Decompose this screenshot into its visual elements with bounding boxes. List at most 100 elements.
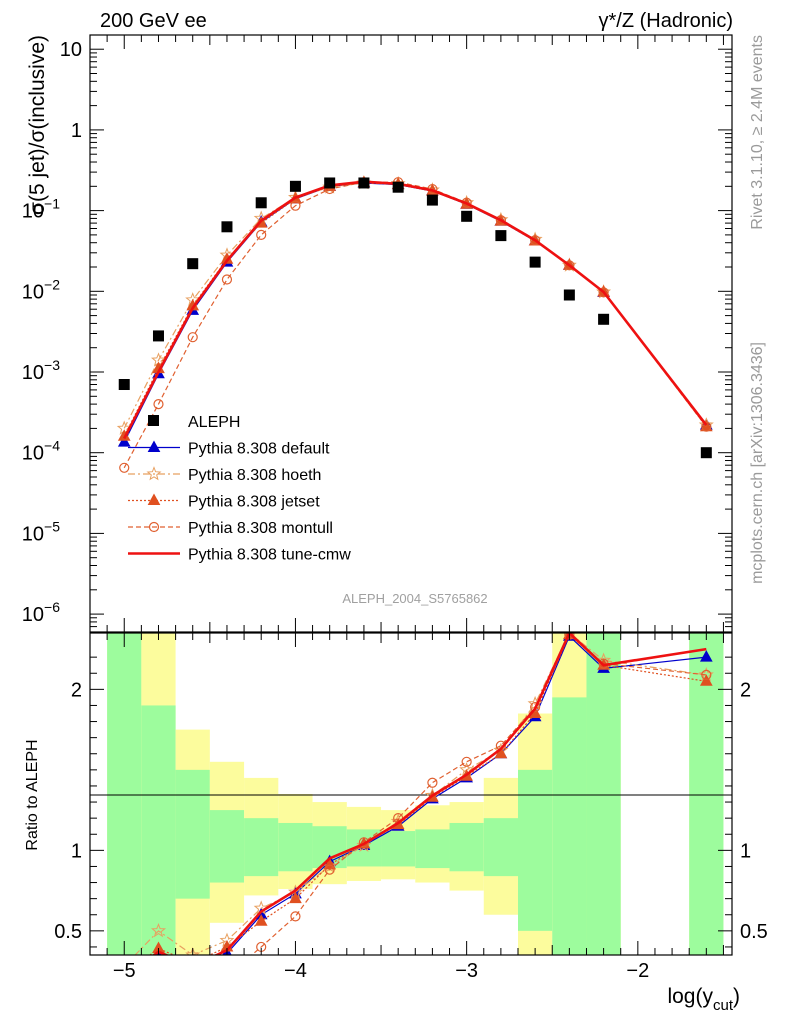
x-tick-label: −5 <box>113 960 136 982</box>
data-point <box>426 194 438 206</box>
montull-ratio-point <box>324 864 335 875</box>
x-tick-label: −2 <box>626 960 649 982</box>
default-ratio-point <box>699 650 713 662</box>
hoeth-ratio-point <box>185 947 201 955</box>
montull-point <box>598 287 609 298</box>
series-jetset <box>117 175 713 441</box>
data-point <box>187 258 199 270</box>
band-stat <box>449 822 484 872</box>
montull-point <box>256 229 267 240</box>
legend-label: Pythia 8.308 jetset <box>188 494 320 511</box>
band-stat <box>107 633 142 955</box>
data-point <box>289 180 301 192</box>
series-data <box>118 177 712 459</box>
watermark: ALEPH_2004_S5765862 <box>342 591 487 606</box>
y-tick-label: 10 <box>60 39 82 61</box>
y-tick-exponent: −4 <box>44 438 60 454</box>
x-axis-label-end: ) <box>733 985 740 1008</box>
ratio-frame <box>89 632 733 956</box>
data-point <box>495 230 507 242</box>
legend-item-data: ALEPH <box>148 414 240 431</box>
cmw-line <box>123 180 708 440</box>
montull-ratio-point <box>120 992 129 1001</box>
jetset-ratio-point <box>494 746 508 759</box>
montull-ratio-point <box>222 971 231 980</box>
band-stat <box>689 633 724 955</box>
y-tick-exponent: −6 <box>44 599 60 615</box>
default-ratio-point <box>187 962 198 972</box>
montull-point <box>290 200 301 211</box>
legend-marker-default <box>147 440 161 452</box>
jetset-ratio-point <box>187 957 198 967</box>
ratio-y-tick-label: 1 <box>71 840 82 862</box>
legend-marker-hoeth <box>146 466 162 481</box>
legend-marker-montull <box>148 521 160 533</box>
ratio-plot: 2 2 1 1 0.5 0.5 −5 −4 −3 −2 <box>54 632 768 1001</box>
montull-ratio-point <box>530 701 541 713</box>
band-stat <box>518 769 553 931</box>
y-tick-label: 10−6 <box>22 599 60 626</box>
montull-ratio-point <box>461 756 472 767</box>
band-stat <box>381 831 416 867</box>
band-stat <box>415 829 450 869</box>
legend-marker-jetset <box>147 493 161 505</box>
montull-ratio-point <box>188 988 197 997</box>
ratio-y-tick-label: 0.5 <box>54 921 82 943</box>
jetset-ratio-point <box>699 674 713 686</box>
data-point <box>598 313 610 325</box>
ratio-y-tick-label-right: 2 <box>740 679 751 701</box>
default-ratio-line <box>221 635 707 955</box>
header-left: 200 GeV ee <box>100 10 207 32</box>
x-axis-label-main: log(y <box>667 985 713 1008</box>
data-point <box>392 181 404 193</box>
jetset-ratio-point <box>289 891 302 904</box>
band-stat <box>483 818 518 877</box>
x-axis-label-sub: cut <box>713 997 734 1014</box>
series-cmw <box>123 180 708 440</box>
data-point <box>221 221 233 233</box>
data-point <box>118 379 130 391</box>
ratio-y-axis-label: Ratio to ALEPH <box>24 739 41 850</box>
main-y-axis-label: σ(5 jet)/σ(inclusive) <box>26 35 49 215</box>
cmw-ratio-line <box>152 633 707 955</box>
band-stat <box>586 633 621 955</box>
y-tick-label: 10−4 <box>22 438 60 465</box>
mcplots-label: mcplots.cern.ch [arXiv:1306.3436] <box>749 342 766 584</box>
y-tick-label: 1 <box>71 120 82 142</box>
montull-point <box>495 215 506 226</box>
band-stat <box>209 810 245 883</box>
montull-point <box>221 274 233 285</box>
jetset-line <box>123 182 707 437</box>
band-stat <box>244 818 279 877</box>
montull-point <box>530 235 541 246</box>
data-point <box>461 210 473 222</box>
data-point <box>529 256 541 268</box>
y-tick-exponent: −1 <box>44 196 60 212</box>
ratio-series-cmw <box>152 633 707 955</box>
ratio-y-tick-label-right: 1 <box>740 840 751 862</box>
x-axis-label: log(ycut) <box>667 985 740 1014</box>
legend-label: Pythia 8.308 hoeth <box>188 467 321 484</box>
montull-ratio-point <box>427 777 438 788</box>
legend-item-hoeth: Pythia 8.308 hoeth <box>128 466 321 484</box>
legend-label: ALEPH <box>188 414 240 431</box>
ratio-y-tick-label-right: 0.5 <box>740 921 768 943</box>
hoeth-ratio-point <box>150 923 167 938</box>
legend: ALEPH Pythia 8.308 default Pythia 8.308 ho… <box>128 414 351 564</box>
x-tick-label: −3 <box>455 960 478 982</box>
legend-swatch-data <box>148 415 159 426</box>
data-point <box>152 330 164 342</box>
legend-item-default: Pythia 8.308 default <box>128 440 330 458</box>
x-tick-label: −4 <box>284 960 307 982</box>
default-point <box>117 435 131 447</box>
legend-item-jetset: Pythia 8.308 jetset <box>128 493 320 511</box>
y-tick-exponent: −3 <box>44 357 60 373</box>
band-stat <box>278 822 313 872</box>
ratio-y-tick-label: 2 <box>71 679 82 701</box>
montull-ratio-point <box>701 669 712 680</box>
y-tick-exponent: −5 <box>44 518 60 534</box>
legend-label: Pythia 8.308 default <box>188 441 330 458</box>
band-stat <box>141 705 176 955</box>
